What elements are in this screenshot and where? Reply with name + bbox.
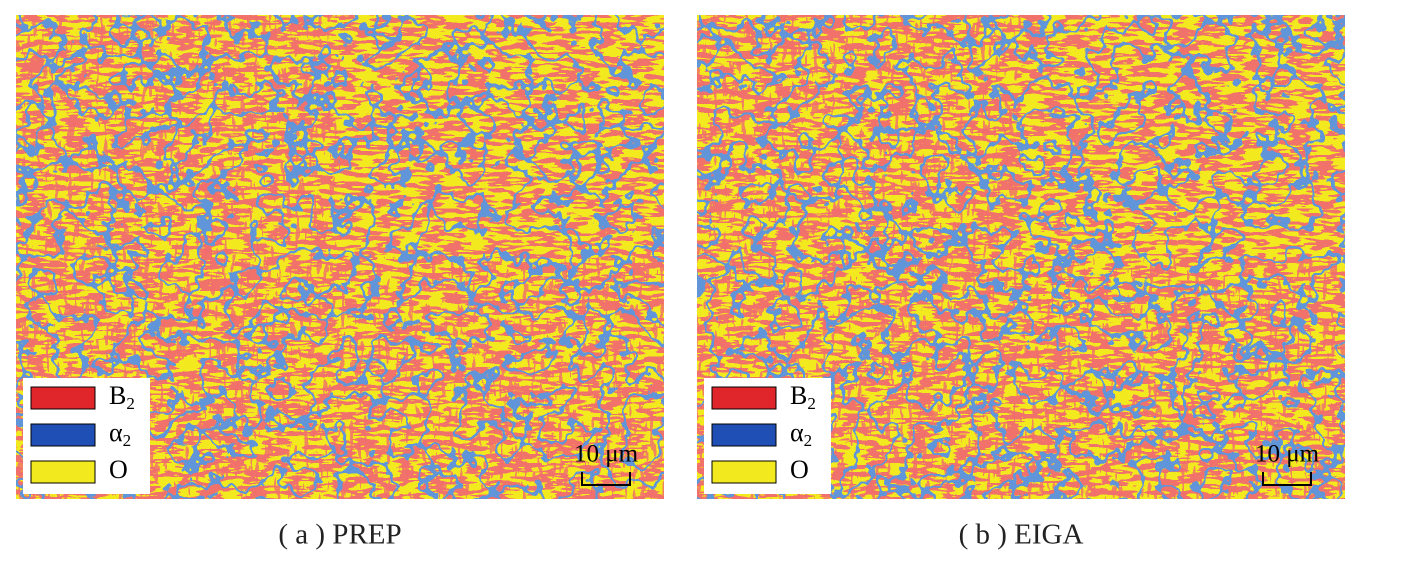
legend-swatch [30,423,96,447]
legend-swatch [30,460,96,484]
legend-swatch [30,386,96,410]
legend-swatch [711,386,777,410]
legend-label: O [109,455,128,484]
scale-bar-label: 10 μm [574,441,639,468]
legend-label: O [790,455,809,484]
legend-symbol: B [109,381,126,410]
legend-label: B2 [790,381,816,413]
legend-subscript: 2 [123,431,132,450]
legend-label: α2 [790,418,812,450]
caption: ( a ) PREP [278,519,401,551]
legend-label: α2 [109,418,131,450]
legend-symbol: O [109,455,128,484]
legend-swatch [711,460,777,484]
scale-bar-label: 10 μm [1255,441,1320,468]
phase-map [697,15,1345,499]
caption: ( b ) EIGA [959,519,1084,551]
legend-subscript: 2 [804,431,813,450]
scale-bar [1262,472,1312,486]
legend-symbol: O [790,455,809,484]
scale-bar [581,472,631,486]
legend-swatch [711,423,777,447]
legend-symbol: α [790,418,804,447]
legend-subscript: 2 [807,394,816,413]
legend-subscript: 2 [126,394,135,413]
legend-label: B2 [109,381,135,413]
legend-symbol: B [790,381,807,410]
legend-symbol: α [109,418,123,447]
